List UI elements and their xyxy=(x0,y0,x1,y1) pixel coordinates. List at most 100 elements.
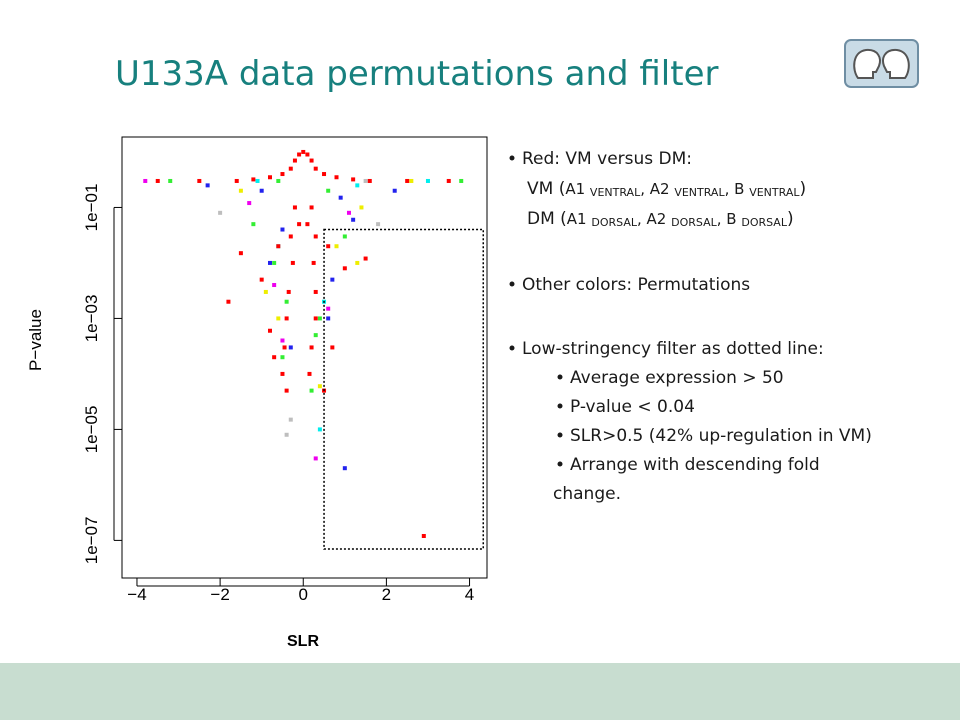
sub-bullet-text: change. xyxy=(553,484,621,504)
point xyxy=(309,388,314,393)
point xyxy=(355,260,360,265)
point xyxy=(322,172,327,177)
line-part: DORSAL xyxy=(741,216,787,229)
point xyxy=(311,260,316,265)
bullet-text: Low-stringency filter as dotted line: xyxy=(522,339,824,359)
point xyxy=(218,210,223,215)
x-axis-label: SLR xyxy=(287,633,319,650)
sub-bullet-text: Average expression > 50 xyxy=(570,368,784,388)
line-part: , A2 xyxy=(637,210,671,228)
point xyxy=(309,345,314,350)
point xyxy=(284,316,289,321)
line-part: DORSAL xyxy=(591,216,637,229)
point xyxy=(280,338,285,343)
point xyxy=(326,316,331,321)
line-part: VENTRAL xyxy=(674,186,725,199)
sub-bullet-text: SLR>0.5 (42% up-regulation in VM) xyxy=(570,426,872,446)
point xyxy=(425,178,430,183)
sub-bullet-dot xyxy=(557,403,563,409)
point xyxy=(267,175,272,180)
point xyxy=(247,201,252,206)
point xyxy=(317,384,322,389)
point xyxy=(276,244,281,249)
point xyxy=(305,222,310,227)
bullet-line: DM (A1 DORSAL, A2 DORSAL, B DORSAL) xyxy=(527,209,794,229)
point xyxy=(272,283,277,288)
point xyxy=(392,188,397,193)
point xyxy=(205,183,210,188)
point xyxy=(363,256,368,261)
bullet-list: Red: VM versus DM:VM (A1 VENTRAL, A2 VEN… xyxy=(509,149,872,504)
y-axis-label: P−value xyxy=(26,309,45,371)
line-part: VM ( xyxy=(527,179,565,199)
point xyxy=(309,205,314,210)
point xyxy=(301,149,306,154)
point xyxy=(292,205,297,210)
point xyxy=(168,178,173,183)
point xyxy=(267,260,272,265)
point xyxy=(272,355,277,360)
point xyxy=(259,277,264,282)
point xyxy=(234,178,239,183)
sub-bullet-dot xyxy=(557,432,563,438)
x-tick-label: −4 xyxy=(127,585,146,604)
x-tick-label: 2 xyxy=(382,585,391,604)
point xyxy=(276,178,281,183)
icon xyxy=(844,39,919,88)
point xyxy=(313,456,318,461)
y-tick-label: 1e−07 xyxy=(82,517,101,565)
plot: 1e−01 1e−03 1e−05 1e−07 −4 −2 0 2 4 P−value SLR xyxy=(26,136,488,650)
line-part: A1 xyxy=(567,210,592,228)
point xyxy=(359,205,364,210)
point xyxy=(459,178,464,183)
point xyxy=(446,178,451,183)
point xyxy=(238,188,243,193)
point xyxy=(267,328,272,333)
sub-bullet-text: P-value < 0.04 xyxy=(570,397,695,417)
point xyxy=(363,178,368,183)
point xyxy=(255,178,260,183)
point xyxy=(317,427,322,432)
x-tick-label: 4 xyxy=(465,585,474,604)
point xyxy=(313,166,318,171)
point xyxy=(326,306,331,311)
point xyxy=(317,316,322,321)
y-tick-label: 1e−01 xyxy=(82,184,101,232)
line-part: ) xyxy=(787,209,794,229)
point xyxy=(297,222,302,227)
plot-frame xyxy=(121,136,488,579)
point xyxy=(276,316,281,321)
point xyxy=(280,227,285,232)
point xyxy=(284,388,289,393)
point xyxy=(334,244,339,249)
slide-title: U133A data permutations and filter xyxy=(115,54,718,94)
line-part: ) xyxy=(799,179,806,199)
point xyxy=(280,371,285,376)
point xyxy=(330,345,335,350)
line-part: VENTRAL xyxy=(590,186,641,199)
point xyxy=(355,183,360,188)
point xyxy=(226,299,231,304)
point xyxy=(305,152,310,157)
line-part: , B xyxy=(725,180,750,198)
line-part: DORSAL xyxy=(671,216,717,229)
point xyxy=(338,195,343,200)
point xyxy=(288,345,293,350)
x-tick-label: −2 xyxy=(210,585,229,604)
point xyxy=(351,177,356,182)
point xyxy=(330,277,335,282)
point xyxy=(284,432,289,437)
point xyxy=(288,166,293,171)
point xyxy=(282,345,287,350)
point xyxy=(313,316,318,321)
bullet-dot xyxy=(509,281,515,287)
point xyxy=(297,152,302,157)
point xyxy=(313,333,318,338)
point xyxy=(326,188,331,193)
footer-bar xyxy=(0,663,960,720)
point xyxy=(280,172,285,177)
point xyxy=(288,234,293,239)
point xyxy=(326,244,331,249)
point xyxy=(251,222,256,227)
line-part: , B xyxy=(717,210,742,228)
